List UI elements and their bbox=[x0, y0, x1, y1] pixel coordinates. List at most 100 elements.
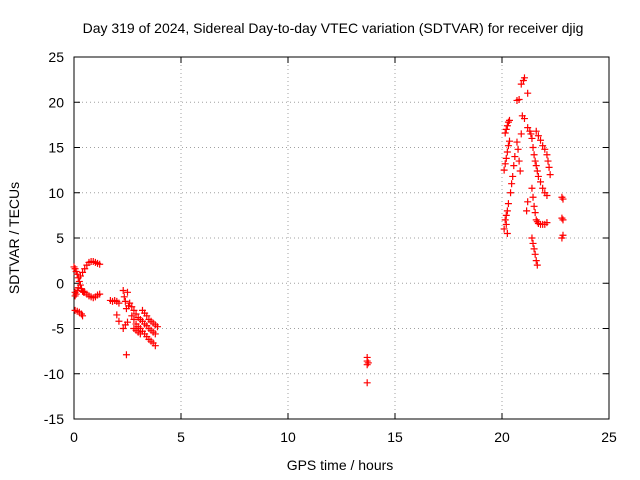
data-point bbox=[151, 342, 159, 350]
data-point bbox=[537, 136, 545, 144]
data-point bbox=[515, 96, 523, 104]
data-point bbox=[537, 178, 545, 186]
data-point bbox=[543, 219, 551, 227]
data-point bbox=[132, 310, 140, 318]
data-point bbox=[503, 207, 511, 215]
data-point bbox=[530, 245, 538, 253]
axis-ticks: 0 5 10 15 20 25 -15 -10 -5 0 5 10 15 20 25 bbox=[44, 49, 617, 445]
data-point bbox=[545, 163, 553, 171]
data-point bbox=[503, 122, 511, 130]
data-point bbox=[151, 330, 159, 338]
data-point bbox=[79, 312, 87, 320]
data-point bbox=[76, 272, 84, 280]
data-point bbox=[533, 261, 541, 269]
data-point bbox=[122, 351, 130, 359]
data-point bbox=[364, 359, 372, 367]
data-point bbox=[534, 172, 542, 180]
data-point bbox=[363, 361, 371, 369]
x-tick-label: 0 bbox=[70, 429, 78, 445]
data-point bbox=[520, 115, 528, 123]
data-point bbox=[503, 229, 511, 237]
data-point bbox=[119, 325, 127, 332]
data-point bbox=[515, 157, 523, 165]
data-point bbox=[541, 145, 549, 153]
data-point bbox=[558, 214, 566, 222]
data-point bbox=[528, 184, 536, 192]
data-point bbox=[527, 130, 535, 138]
data-point bbox=[504, 118, 512, 126]
data-point bbox=[504, 200, 512, 208]
data-point bbox=[517, 130, 525, 138]
data-point bbox=[128, 312, 136, 320]
y-tick-label: 5 bbox=[56, 230, 64, 246]
data-point bbox=[130, 306, 138, 314]
x-axis-label: GPS time / hours bbox=[287, 457, 394, 473]
y-tick-label: -10 bbox=[44, 366, 64, 382]
data-point bbox=[153, 323, 161, 331]
data-point bbox=[532, 127, 540, 135]
y-tick-label: 0 bbox=[56, 275, 64, 291]
data-point bbox=[529, 193, 537, 201]
data-point bbox=[502, 220, 510, 228]
x-tick-label: 20 bbox=[494, 429, 510, 445]
data-point bbox=[523, 207, 531, 215]
data-point bbox=[501, 160, 509, 168]
data-point bbox=[136, 330, 144, 338]
data-point bbox=[528, 234, 536, 242]
data-point bbox=[121, 297, 129, 305]
data-point bbox=[514, 145, 522, 153]
data-points bbox=[70, 74, 567, 387]
data-point bbox=[130, 315, 138, 323]
data-point bbox=[543, 151, 551, 159]
data-point bbox=[115, 299, 123, 307]
data-point bbox=[509, 172, 517, 180]
data-point bbox=[533, 167, 541, 175]
data-point bbox=[71, 292, 79, 300]
data-point bbox=[501, 129, 509, 137]
data-point bbox=[502, 154, 510, 162]
data-point bbox=[508, 180, 516, 188]
data-point bbox=[559, 216, 567, 224]
y-tick-label: 15 bbox=[48, 140, 64, 156]
grid-lines bbox=[74, 57, 609, 419]
x-tick-label: 15 bbox=[387, 429, 403, 445]
data-point bbox=[115, 317, 123, 325]
data-point bbox=[543, 191, 551, 199]
data-point bbox=[75, 277, 83, 285]
data-point bbox=[503, 148, 511, 156]
data-point bbox=[546, 171, 554, 179]
data-point bbox=[505, 137, 513, 145]
data-point bbox=[530, 202, 538, 210]
data-point bbox=[511, 153, 519, 161]
data-point bbox=[96, 290, 104, 298]
data-point bbox=[532, 162, 540, 170]
data-point bbox=[74, 284, 82, 292]
y-tick-label: 25 bbox=[48, 49, 64, 65]
data-point bbox=[529, 239, 537, 247]
data-point bbox=[502, 125, 510, 133]
data-point bbox=[113, 311, 121, 319]
data-point bbox=[504, 142, 512, 150]
data-point bbox=[507, 189, 515, 197]
data-point bbox=[119, 286, 127, 294]
data-point bbox=[143, 312, 151, 320]
data-point bbox=[517, 80, 525, 88]
data-point bbox=[502, 211, 510, 219]
x-tick-label: 10 bbox=[280, 429, 296, 445]
data-point bbox=[524, 124, 532, 132]
data-point bbox=[505, 116, 513, 124]
data-point bbox=[126, 299, 134, 307]
y-tick-label: 10 bbox=[48, 185, 64, 201]
data-point bbox=[120, 293, 128, 301]
data-point bbox=[531, 209, 539, 217]
data-point bbox=[534, 132, 542, 140]
data-point bbox=[500, 225, 508, 233]
data-point bbox=[559, 231, 567, 239]
data-point bbox=[559, 195, 567, 203]
data-point bbox=[363, 379, 371, 387]
data-point bbox=[528, 134, 536, 142]
data-point bbox=[558, 193, 566, 201]
data-point bbox=[539, 184, 547, 192]
data-point bbox=[510, 162, 518, 170]
